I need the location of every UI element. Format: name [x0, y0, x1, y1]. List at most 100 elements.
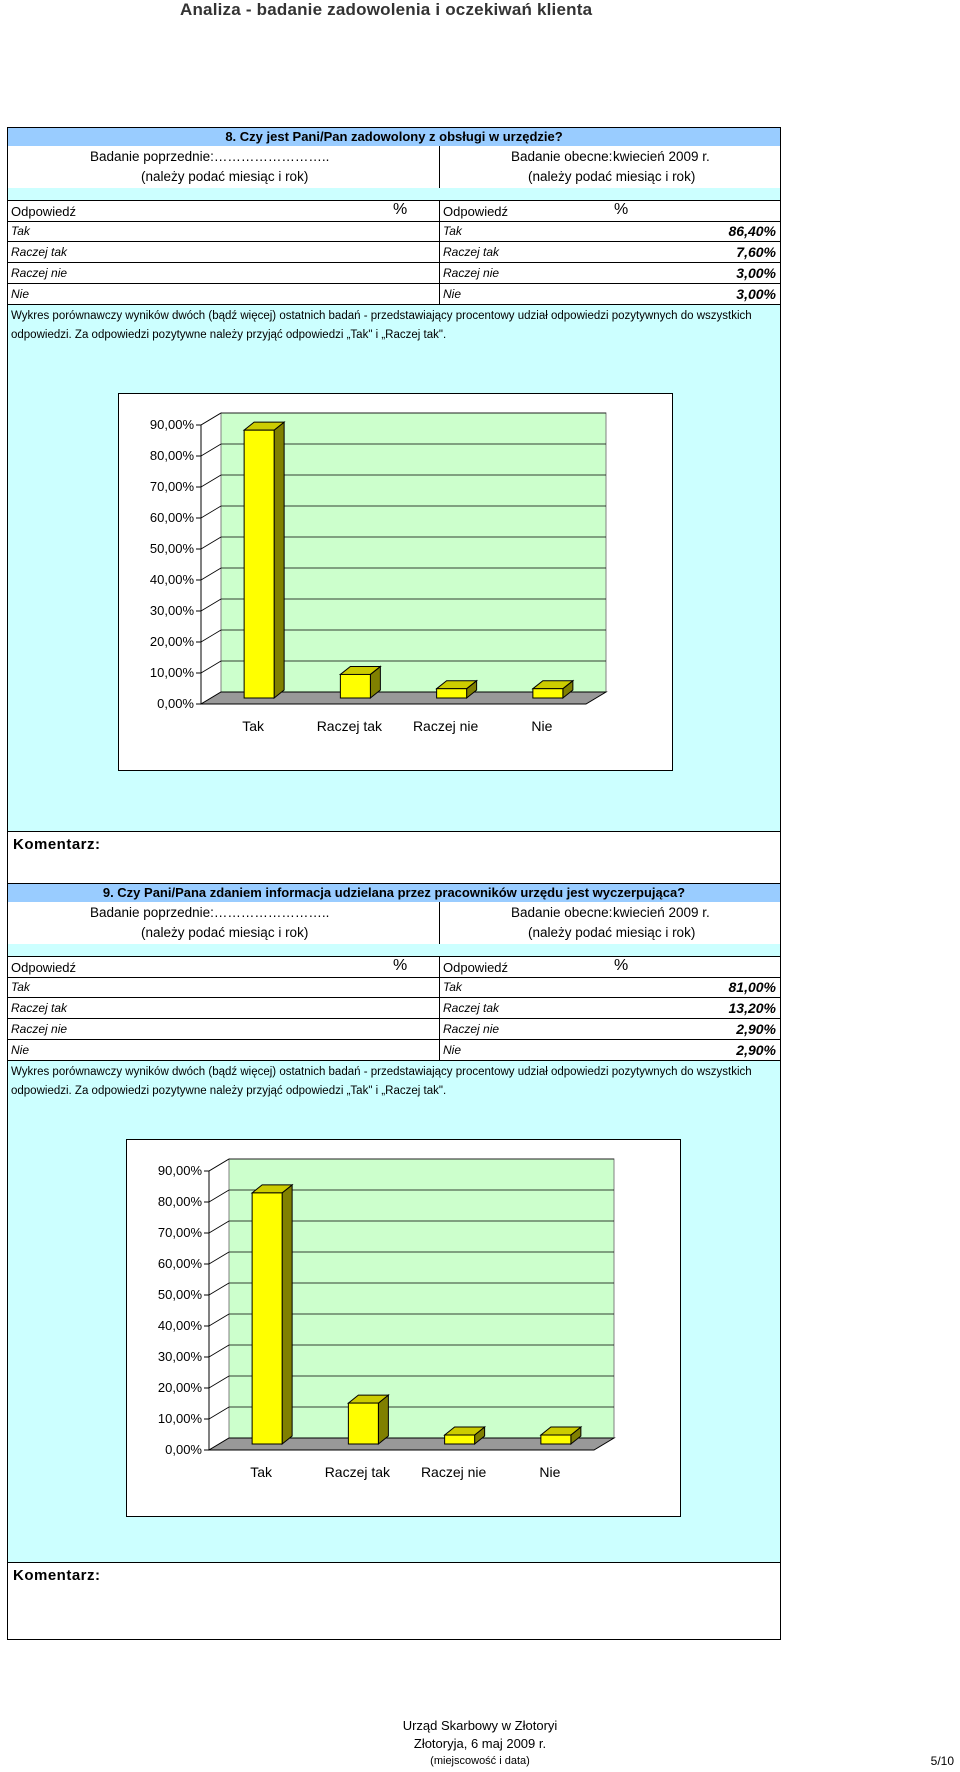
- bar-side: [273, 421, 285, 700]
- gridline: [200, 567, 222, 581]
- gridline: [208, 1375, 230, 1389]
- question-section-9: 9. Czy Pani/Pana zdaniem informacja udzi…: [7, 883, 781, 1640]
- gridline: [208, 1344, 230, 1358]
- gridline: [200, 443, 222, 457]
- bar: [251, 1192, 283, 1445]
- table-row: Raczej tak Raczej tak 13,20%: [8, 998, 780, 1019]
- survey-dates: Badanie poprzednie:…………………….. (należy po…: [8, 902, 780, 944]
- x-tick-label: Raczej tak: [325, 1464, 391, 1480]
- survey-dates: Badanie poprzednie:…………………….. (należy po…: [8, 146, 780, 188]
- gridline: [208, 1251, 230, 1265]
- answer-pct: 2,90%: [736, 1042, 776, 1058]
- y-tick-label: 20,00%: [158, 1380, 203, 1395]
- y-tick-label: 90,00%: [150, 417, 195, 432]
- answer-prev: Tak: [11, 224, 30, 238]
- gridline: [208, 1313, 230, 1327]
- question-title: 9. Czy Pani/Pana zdaniem informacja udzi…: [8, 884, 780, 903]
- comment-box: Komentarz:: [8, 1562, 780, 1639]
- answer-curr: Raczej nie: [443, 1022, 500, 1036]
- y-tick-label: 10,00%: [158, 1411, 203, 1426]
- y-tick-label: 50,00%: [158, 1287, 203, 1302]
- answer-curr: Nie: [443, 287, 462, 301]
- column-pct-prev: %: [393, 201, 408, 218]
- bar-chart: 0,00% 10,00% 20,00% 30,00% 40,00% 50,00% 60,00…: [126, 1139, 681, 1517]
- column-answer-curr: Odpowiedź: [443, 960, 509, 975]
- previous-survey-label: Badanie poprzednie:……………………..: [90, 905, 330, 920]
- page-title: Analiza - badanie zadowolenia i oczekiwa…: [180, 0, 593, 19]
- table-row: Raczej tak Raczej tak 7,60%: [8, 242, 780, 263]
- page-number: 5/10: [930, 1754, 954, 1768]
- y-tick-label: 10,00%: [150, 665, 195, 680]
- y-tick-label: 50,00%: [150, 541, 195, 556]
- y-tick-label: 60,00%: [150, 510, 195, 525]
- gridline: [200, 629, 222, 643]
- current-survey-value: kwiecień 2009 r.: [613, 149, 710, 164]
- table-header-row: Odpowiedź % Odpowiedź %: [8, 956, 780, 978]
- footer-place-date: Złotoryja, 6 maj 2009 r.: [413, 1736, 547, 1751]
- footer-office: Urząd Skarbowy w Złotoryi: [402, 1718, 558, 1733]
- gridline: [208, 1406, 230, 1420]
- comment-label: Komentarz:: [13, 1567, 101, 1584]
- bar-chart-svg: 0,00% 10,00% 20,00% 30,00% 40,00% 50,00% 60,00…: [158, 1158, 616, 1480]
- x-tick-label: Tak: [242, 718, 265, 734]
- answer-pct: 81,00%: [728, 979, 776, 995]
- answer-curr: Tak: [443, 224, 462, 238]
- answer-pct: 3,00%: [736, 265, 776, 281]
- answer-curr: Raczej tak: [443, 245, 500, 259]
- x-tick-label: Nie: [539, 1464, 560, 1480]
- answer-curr: Tak: [443, 980, 462, 994]
- y-tick-label: 30,00%: [150, 603, 195, 618]
- gridline: [208, 1189, 230, 1203]
- answer-prev: Nie: [11, 287, 30, 301]
- gridline: [208, 1282, 230, 1296]
- column-pct-prev: %: [393, 957, 408, 974]
- gridline: [200, 660, 222, 674]
- bar: [436, 688, 468, 699]
- results-table: Odpowiedź % Odpowiedź % Tak Tak 81,00% R…: [8, 956, 780, 1061]
- y-tick-label: 90,00%: [158, 1163, 203, 1178]
- question-title: 8. Czy jest Pani/Pan zadowolony z obsług…: [8, 128, 780, 147]
- footer-hint: (miejscowość i data): [430, 1755, 530, 1767]
- y-tick-label: 80,00%: [150, 448, 195, 463]
- answer-curr: Nie: [443, 1043, 462, 1057]
- answer-pct: 3,00%: [736, 286, 776, 302]
- bar-chart-svg: 0,00% 10,00% 20,00% 30,00% 40,00% 50,00% 60,00…: [150, 412, 608, 734]
- comment-label: Komentarz:: [13, 836, 101, 853]
- y-tick-label: 20,00%: [150, 634, 195, 649]
- gridline: [200, 536, 222, 550]
- answer-curr: Raczej nie: [443, 266, 500, 280]
- x-tick-label: Raczej nie: [413, 718, 479, 734]
- answer-pct: 13,20%: [728, 1000, 776, 1016]
- answer-prev: Raczej nie: [11, 266, 68, 280]
- plot-side-wall: [208, 1158, 230, 1451]
- comment-box: Komentarz:: [8, 831, 780, 883]
- current-survey-hint: (należy podać miesiąc i rok): [528, 169, 696, 184]
- column-pct-curr: %: [614, 957, 629, 974]
- answer-prev: Raczej tak: [11, 245, 68, 259]
- bar: [540, 1434, 572, 1445]
- x-tick-label: Raczej tak: [317, 718, 383, 734]
- plot-back-wall: [228, 1158, 615, 1439]
- answer-pct: 7,60%: [736, 244, 776, 260]
- column-answer-prev: Odpowiedź: [11, 960, 77, 975]
- table-row: Raczej nie Raczej nie 3,00%: [8, 263, 780, 284]
- table-row: Nie Nie 2,90%: [8, 1040, 780, 1061]
- table-row: Nie Nie 3,00%: [8, 284, 780, 305]
- gridline: [200, 505, 222, 519]
- gridline: [208, 1158, 230, 1172]
- table-row: Tak Tak 81,00%: [8, 977, 780, 998]
- y-tick-label: 80,00%: [158, 1194, 203, 1209]
- bar: [347, 1402, 379, 1445]
- table-row: Tak Tak 86,40%: [8, 221, 780, 242]
- bar: [339, 673, 371, 699]
- table-header-row: Odpowiedź % Odpowiedź %: [8, 200, 780, 222]
- plot-back-wall: [220, 412, 607, 693]
- column-answer-prev: Odpowiedź: [11, 204, 77, 219]
- chart-description: Wykres porównawczy wyników dwóch (bądź w…: [11, 310, 752, 341]
- y-tick-label: 0,00%: [165, 1442, 202, 1457]
- bar: [444, 1434, 476, 1445]
- bar: [243, 429, 275, 699]
- table-row: Raczej nie Raczej nie 2,90%: [8, 1019, 780, 1040]
- x-tick-label: Raczej nie: [421, 1464, 487, 1480]
- y-tick-label: 40,00%: [158, 1318, 203, 1333]
